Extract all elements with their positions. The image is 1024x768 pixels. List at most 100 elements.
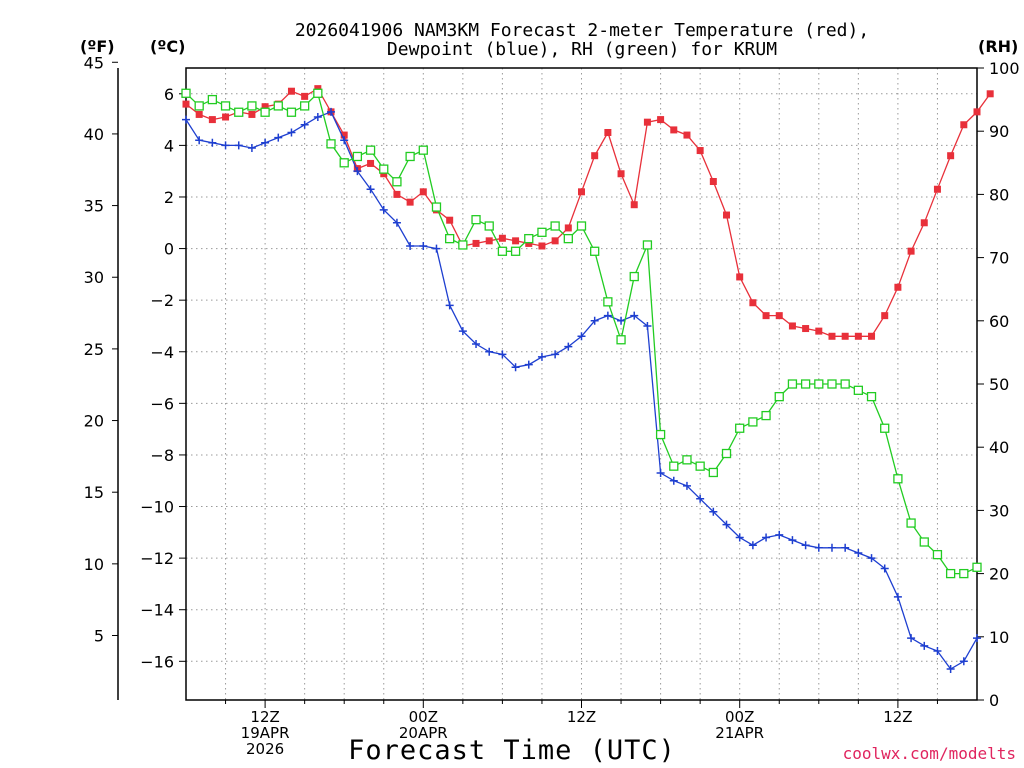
data-point [828,332,836,340]
data-point [510,246,521,256]
data-point [655,429,666,440]
data-point [299,101,310,111]
data-point [340,131,348,139]
data-point [392,218,401,227]
data-point [670,126,678,134]
data-point [300,120,309,129]
data-point [182,115,190,124]
data-point [920,641,929,650]
data-point [498,234,506,242]
data-point [182,100,190,108]
data-point [868,332,876,340]
data-point [511,363,520,372]
data-point [748,417,758,427]
data-point [749,299,757,307]
rh-tick-label: 80 [989,185,1009,204]
data-point [866,391,877,402]
data-point [497,246,508,256]
data-point [353,167,362,176]
grid-lines [186,68,977,700]
data-point [538,242,546,250]
data-point [485,347,494,356]
data-point [642,240,653,250]
series-layer [181,85,994,674]
data-point [445,233,455,244]
data-point [814,379,824,389]
data-point [525,239,533,247]
data-point [498,350,507,359]
data-point [234,107,244,117]
data-point [616,335,626,345]
x-axis-title: Forecast Time (UTC) [348,735,676,766]
celsius-tick-label: −4 [150,343,174,362]
data-point [682,455,692,465]
x-tick-label: 00Z [725,708,754,726]
data-point [287,87,295,95]
data-point [841,543,850,552]
fahrenheit-tick-label: 5 [94,627,104,646]
data-point [194,101,204,111]
data-point [959,568,969,579]
data-point [841,332,849,340]
data-point [933,185,941,193]
x-tick-label: 2026 [246,740,284,758]
data-point [484,221,494,231]
data-point [274,133,283,142]
data-point [643,118,651,126]
celsius-tick-label: −2 [150,291,174,310]
data-point [735,533,744,542]
data-point [736,273,744,281]
data-point [590,316,599,325]
data-point [854,548,863,557]
data-point [643,321,652,330]
data-point [696,147,704,155]
data-point [840,379,850,389]
data-point [524,233,534,244]
data-point [339,158,349,168]
x-tick-label: 12Z [567,708,596,726]
data-point [973,634,981,643]
data-point [419,188,427,196]
series-line [185,87,991,337]
rh-tick-label: 100 [989,59,1020,78]
data-point [774,391,784,402]
data-point [577,332,586,341]
fahrenheit-tick-label: 10 [84,555,104,574]
data-point [576,221,587,231]
x-tick-label: 20APR [399,724,448,742]
celsius-tick-label: 0 [164,240,174,259]
data-point [340,136,349,145]
data-point [787,379,798,389]
data-point [947,152,955,160]
data-point [418,145,428,155]
data-point [248,110,256,118]
x-tick-label: 12Z [250,708,279,726]
data-point [195,110,203,118]
data-point [222,113,230,121]
data-point [261,103,269,111]
data-point [273,101,283,111]
data-point [723,211,731,219]
data-point [696,494,705,503]
data-point [431,202,442,212]
data-point [972,562,982,572]
data-point [287,128,296,137]
data-point [762,312,770,320]
data-point [446,216,454,224]
data-point [563,233,573,244]
data-point [471,215,481,225]
data-point [458,240,468,250]
rh-tick-label: 20 [989,565,1009,584]
celsius-tick-label: −8 [150,446,174,465]
data-point [537,352,546,361]
rh-tick-label: 40 [989,438,1009,457]
data-point [524,360,533,369]
data-point [392,177,402,187]
x-tick-label: 12Z [883,708,912,726]
rh-tick-label: 10 [989,628,1009,647]
rh-tick-label: 90 [989,122,1009,141]
rh-tick-label: 60 [989,312,1009,331]
data-point [603,311,612,320]
data-point [907,247,915,255]
